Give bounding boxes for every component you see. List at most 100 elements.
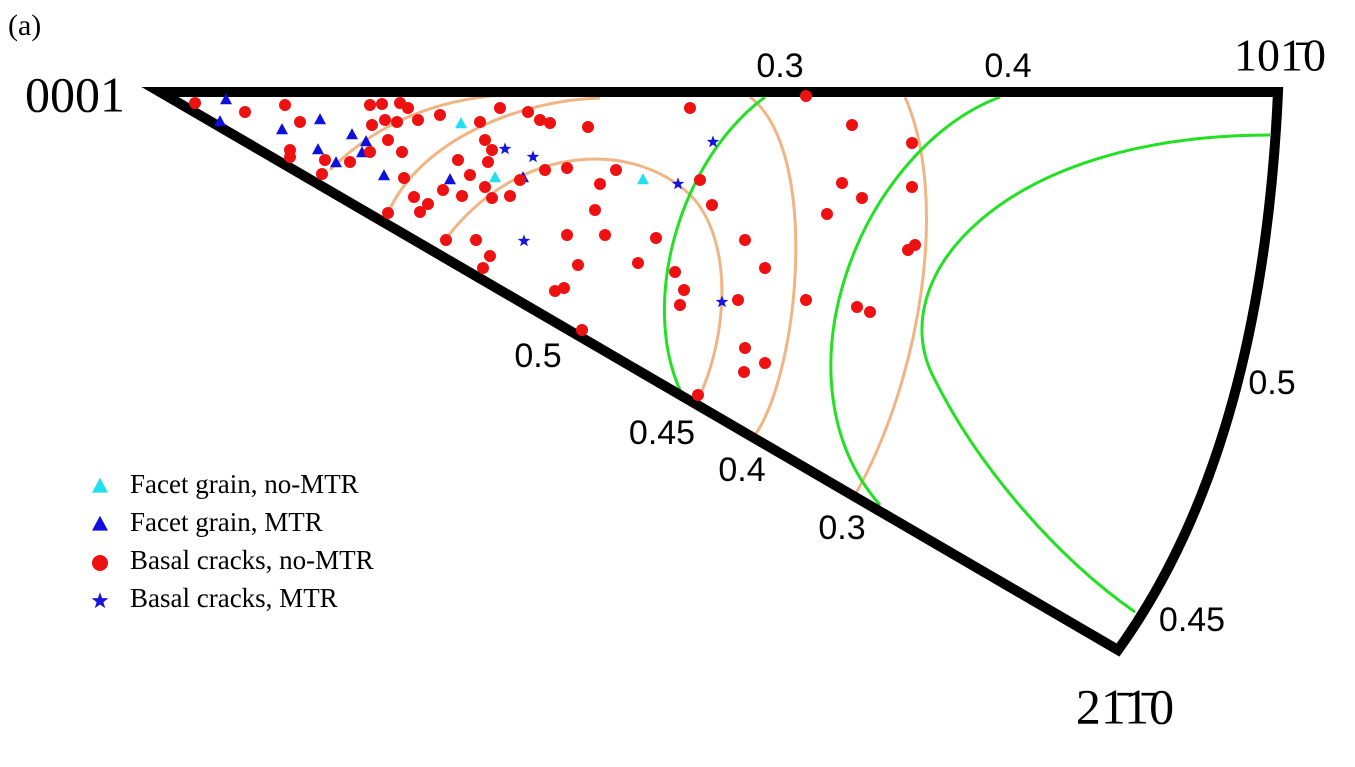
point <box>312 143 324 155</box>
point <box>739 342 751 354</box>
point <box>517 234 531 247</box>
contour-label: 0.4 <box>984 47 1031 85</box>
contour <box>749 95 798 436</box>
point <box>474 116 486 128</box>
contour <box>920 133 1271 614</box>
point <box>572 259 584 271</box>
point <box>539 164 551 176</box>
legend-marker <box>91 592 109 609</box>
point <box>684 102 696 114</box>
point <box>669 266 681 278</box>
contours-green <box>662 95 1271 614</box>
point <box>851 301 863 313</box>
point <box>800 294 812 306</box>
point <box>610 164 622 176</box>
legend-marker <box>92 555 108 571</box>
point <box>189 97 201 109</box>
point <box>396 146 408 158</box>
contour-label: 0.4 <box>718 451 765 489</box>
point <box>376 98 388 110</box>
point <box>632 257 644 269</box>
point <box>437 184 449 196</box>
point <box>398 172 410 184</box>
point <box>284 151 296 163</box>
point <box>379 114 391 126</box>
contour <box>328 93 501 172</box>
point <box>391 116 403 128</box>
contour-label: 0.45 <box>1159 601 1225 639</box>
point <box>637 173 649 185</box>
point <box>561 162 573 174</box>
contour-label: 0.3 <box>756 47 803 85</box>
point <box>514 174 526 186</box>
point <box>314 113 326 125</box>
contour-label: 0.45 <box>629 414 695 452</box>
point <box>864 306 876 318</box>
point <box>498 142 512 155</box>
point <box>906 137 918 149</box>
point <box>330 156 342 168</box>
point <box>706 199 718 211</box>
contour <box>662 95 766 391</box>
point <box>759 262 771 274</box>
point <box>294 116 306 128</box>
point <box>214 115 226 127</box>
point <box>422 198 434 210</box>
point <box>456 190 468 202</box>
point <box>477 262 489 274</box>
point <box>464 169 476 181</box>
point <box>738 366 750 378</box>
point <box>434 109 446 121</box>
point <box>821 208 833 220</box>
point <box>522 106 534 118</box>
point <box>715 295 729 308</box>
contour <box>386 96 601 214</box>
point <box>836 177 848 189</box>
point <box>549 285 561 297</box>
point <box>902 244 914 256</box>
point <box>319 154 331 166</box>
point <box>800 90 812 102</box>
point <box>486 192 498 204</box>
point <box>382 207 394 219</box>
point <box>589 204 601 216</box>
point <box>671 177 685 190</box>
point <box>412 114 424 126</box>
contour-label: 0.5 <box>514 337 561 375</box>
point <box>534 114 546 126</box>
legend-marker <box>92 477 108 493</box>
point <box>276 123 288 135</box>
point <box>504 190 516 202</box>
point <box>408 191 420 203</box>
point <box>846 119 858 131</box>
point <box>364 146 376 158</box>
legend-label: Facet grain, no-MTR <box>130 469 359 499</box>
contour-label: 0.5 <box>1248 364 1295 402</box>
corner-label: 101̄0 <box>1234 30 1326 81</box>
point <box>346 128 358 140</box>
point <box>906 181 918 193</box>
point <box>378 169 390 181</box>
point <box>239 106 251 118</box>
point <box>526 150 540 163</box>
point <box>594 178 606 190</box>
legend-label: Basal cracks, MTR <box>130 583 338 613</box>
point <box>414 206 426 218</box>
contour-label: 0.3 <box>818 509 865 547</box>
point <box>732 294 744 306</box>
point <box>576 324 588 336</box>
point <box>561 229 573 241</box>
point <box>856 192 868 204</box>
legend-marker <box>92 515 108 531</box>
point <box>692 389 704 401</box>
point <box>366 119 378 131</box>
point <box>482 156 494 168</box>
panel-label: (a) <box>8 9 41 42</box>
contour <box>853 96 928 496</box>
point <box>382 134 394 146</box>
legend-label: Basal cracks, no-MTR <box>130 545 374 575</box>
point <box>402 102 414 114</box>
point <box>479 134 491 146</box>
